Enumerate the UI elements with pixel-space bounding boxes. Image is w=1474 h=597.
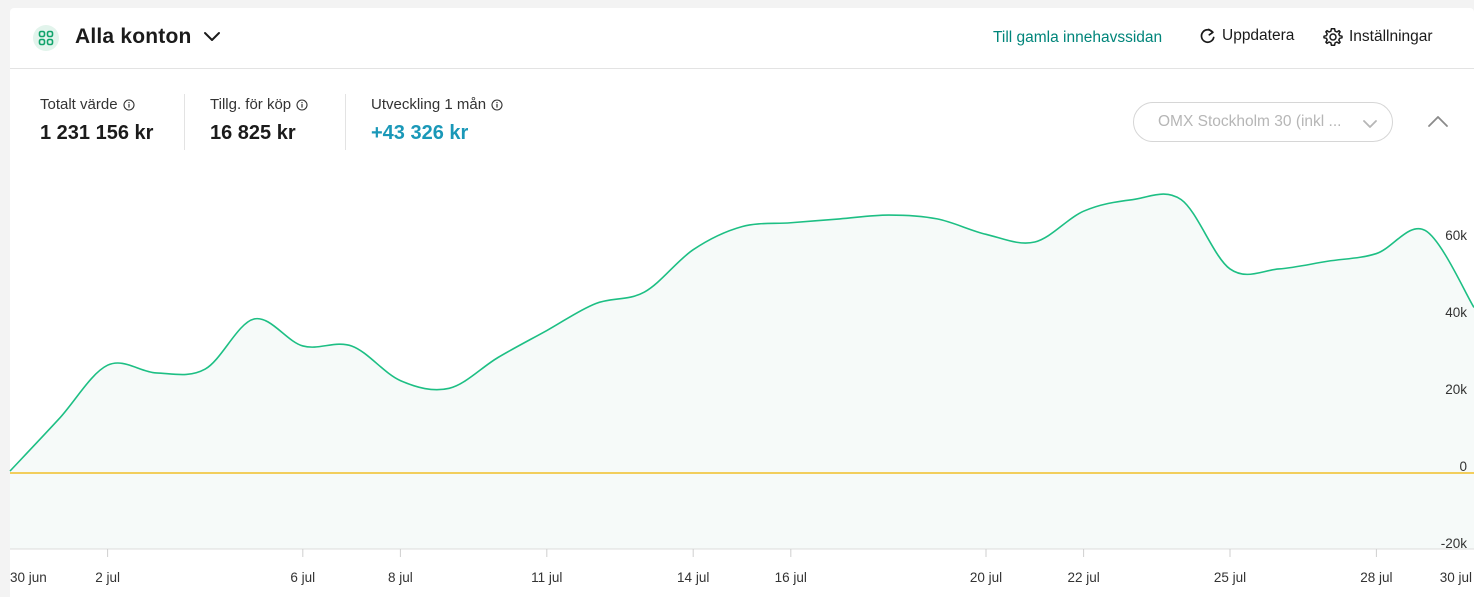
accounts-grid-icon[interactable] (33, 25, 59, 51)
chart-series-line (9, 193, 1474, 472)
x-tick-label: 16 jul (775, 570, 807, 585)
refresh-button[interactable]: Uppdatera (1199, 27, 1294, 45)
settings-button[interactable]: Inställningar (1323, 27, 1433, 47)
x-tick-label: 6 jul (290, 570, 315, 585)
compare-select-value: OMX Stockholm 30 (inkl ... (1158, 113, 1342, 130)
y-tick-label: 0 (1459, 459, 1467, 474)
divider (345, 94, 346, 150)
stat-value: +43 326 kr (371, 122, 469, 144)
gear-icon (1323, 28, 1343, 46)
refresh-label: Uppdatera (1222, 27, 1295, 44)
account-selector-title[interactable]: Alla konton (75, 25, 192, 48)
chevron-down-icon[interactable] (203, 30, 221, 48)
y-tick-label: 60k (1445, 228, 1467, 243)
y-tick-label: 40k (1445, 305, 1467, 320)
x-tick-label: 20 jul (970, 570, 1002, 585)
stat-value: 1 231 156 kr (40, 122, 154, 144)
x-tick-label: 22 jul (1067, 570, 1099, 585)
x-tick-label: 30 jul (1440, 570, 1472, 585)
stat-label: Utveckling 1 mån (371, 96, 487, 113)
stat-value: 16 825 kr (210, 122, 296, 144)
info-icon[interactable] (296, 98, 308, 111)
card-header: Alla konton Till gamla innehavssidan Upp… (10, 8, 1474, 69)
x-tick-label: 28 jul (1360, 570, 1392, 585)
chart-area-fill (10, 194, 1474, 549)
compare-index-select[interactable]: OMX Stockholm 30 (inkl ... (1133, 102, 1393, 142)
refresh-icon (1200, 28, 1215, 43)
x-tick-label: 8 jul (388, 570, 413, 585)
stat-label: Tillg. för köp (210, 96, 292, 113)
chevron-up-icon[interactable] (1427, 114, 1449, 133)
x-tick-label: 25 jul (1214, 570, 1246, 585)
stat-total-value: Totalt värde 1 231 156 kr (40, 96, 153, 145)
x-tick-label: 11 jul (531, 570, 562, 585)
old-holdings-link[interactable]: Till gamla innehavssidan (993, 29, 1163, 46)
stat-available-to-buy: Tillg. för köp 16 825 kr (210, 96, 308, 145)
stat-development-1-month: Utveckling 1 mån +43 326 kr (371, 96, 503, 145)
info-icon[interactable] (491, 98, 503, 111)
info-icon[interactable] (122, 98, 135, 111)
x-tick-label: 14 jul (677, 570, 709, 585)
divider (184, 94, 185, 150)
y-tick-label: 20k (1445, 382, 1467, 397)
x-tick-label: 2 jul (95, 570, 120, 585)
x-tick-label: 30 jun (10, 570, 47, 585)
settings-label: Inställningar (1349, 28, 1433, 45)
y-tick-label: -20k (1441, 536, 1468, 551)
stat-label: Totalt värde (40, 96, 118, 113)
chevron-down-icon (1362, 116, 1378, 134)
